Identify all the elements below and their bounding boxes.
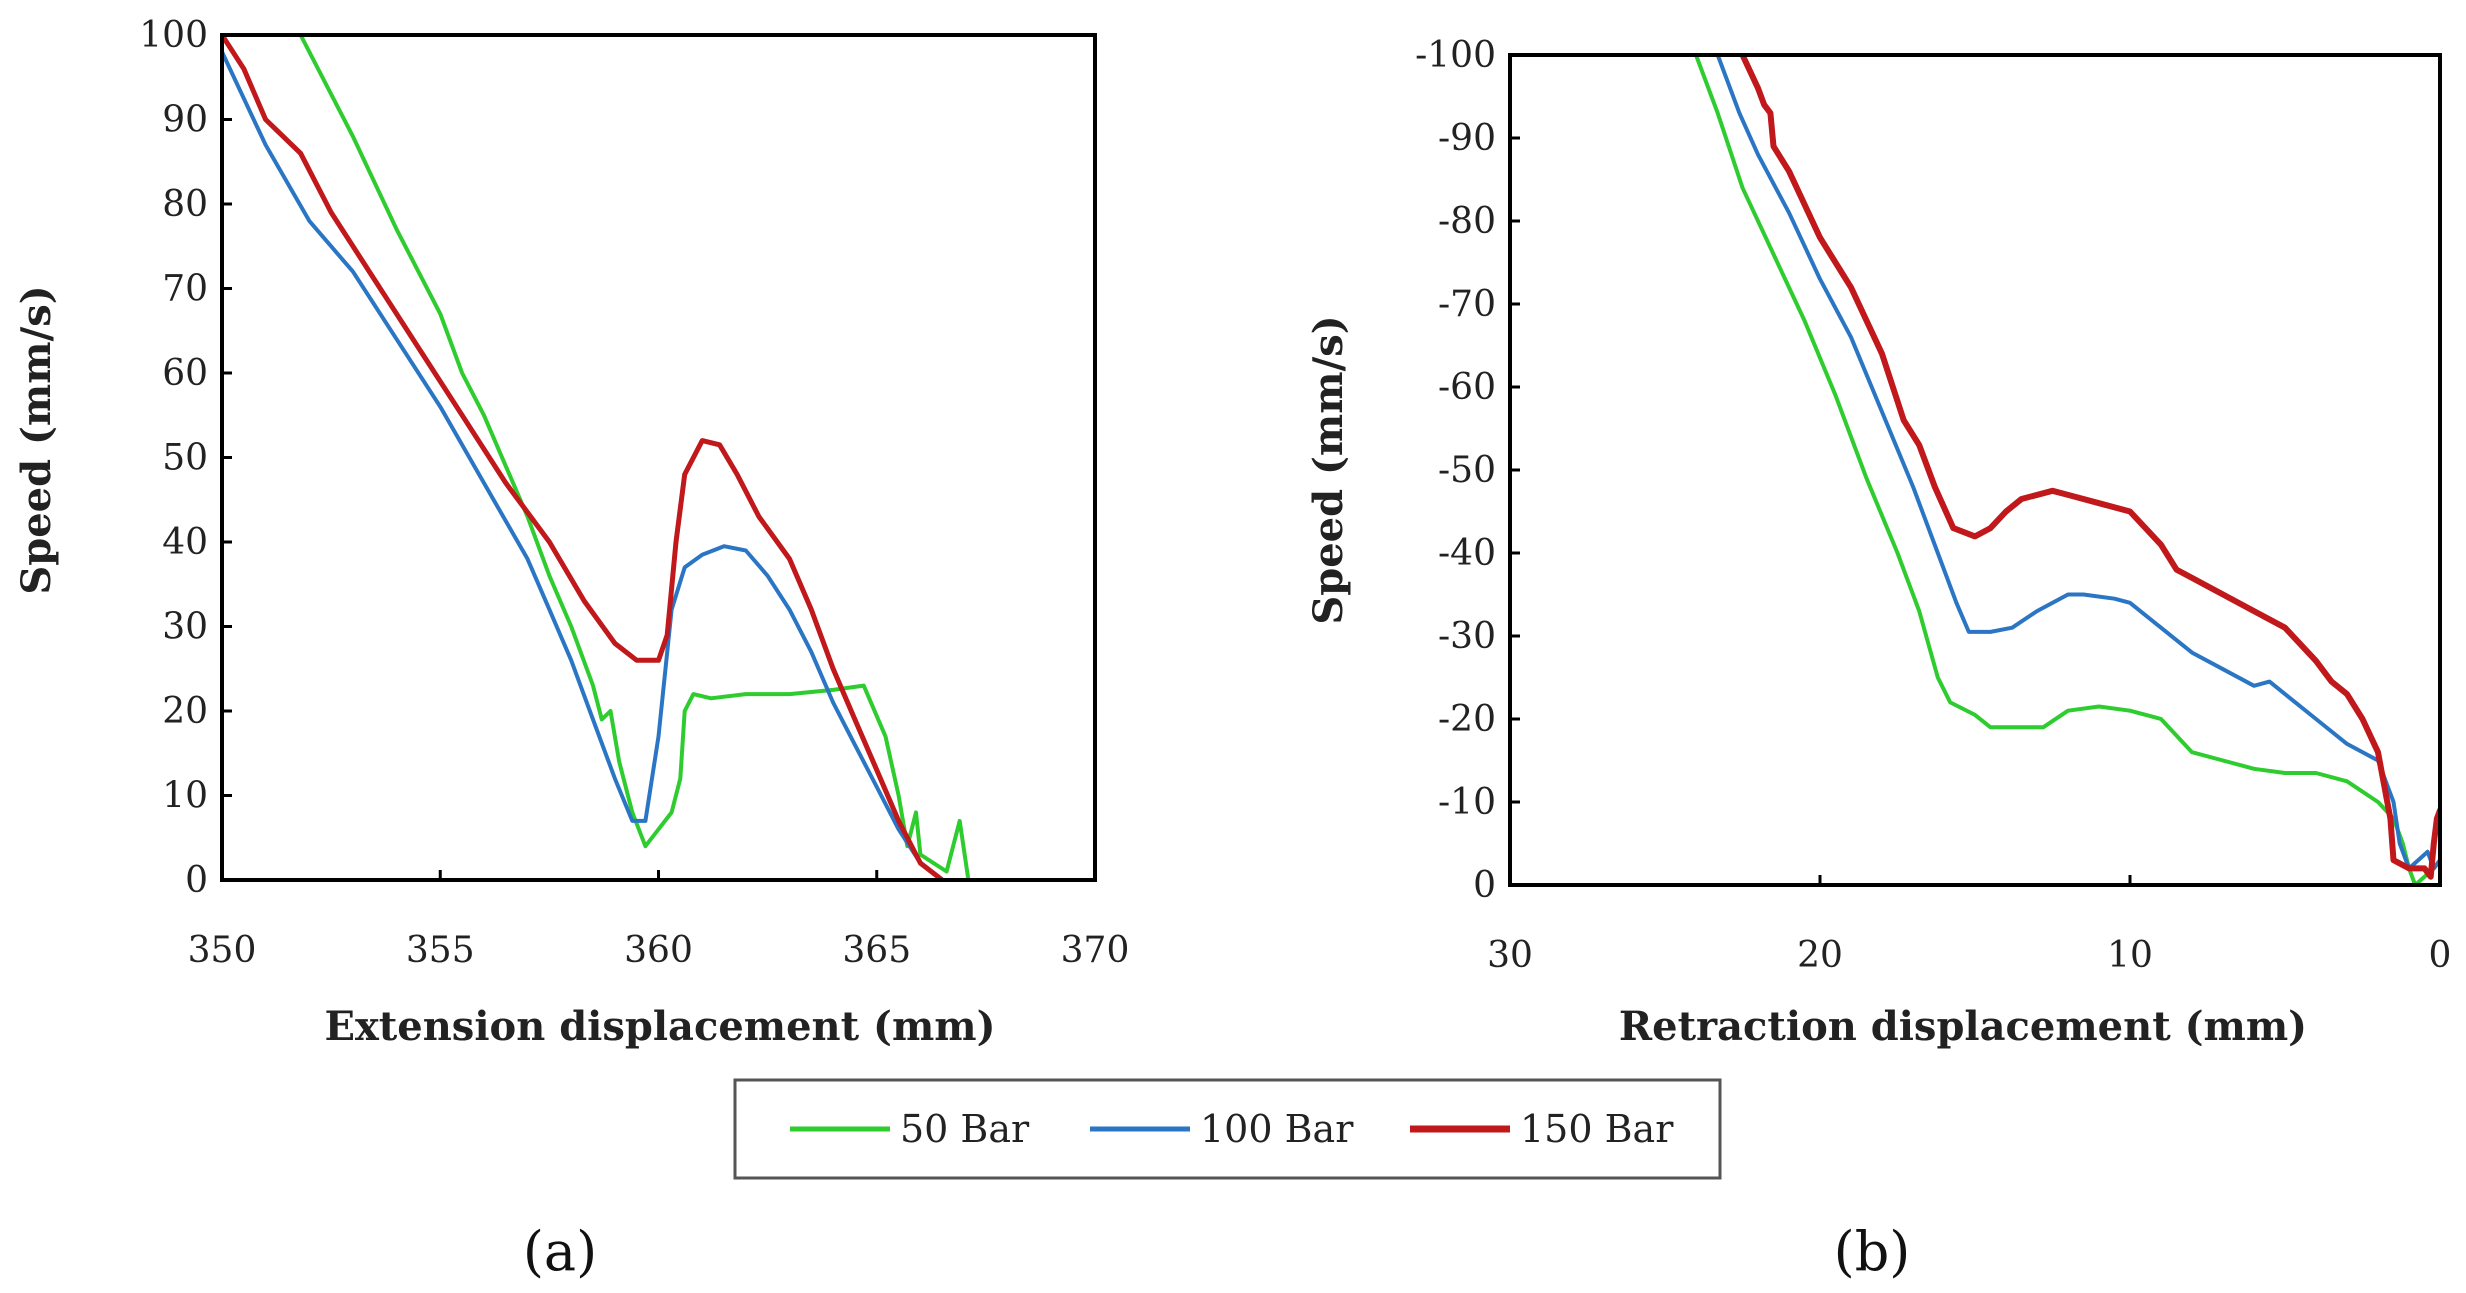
panel-a-ytick-label: 20 <box>162 691 208 732</box>
panel-b-ytick-label: -60 <box>1438 367 1496 408</box>
panel-b-ytick-label: -90 <box>1438 118 1496 159</box>
legend-item-50-bar: 50 Bar <box>790 1107 1030 1151</box>
panel-a-xtick-label: 350 <box>188 930 257 971</box>
legend-box <box>733 1078 1722 1180</box>
legend-label-150-bar: 150 Bar <box>1520 1107 1674 1151</box>
panel-b-ytick-label: -70 <box>1438 284 1496 325</box>
panel-a-ytick-label: 0 <box>185 860 208 901</box>
legend-item-100-bar: 100 Bar <box>1090 1107 1354 1151</box>
panel-a-xtick-label: 360 <box>624 930 693 971</box>
panel-b-caption: (b) <box>1834 1220 1911 1283</box>
panel-b-ytick-label: 0 <box>1473 865 1496 906</box>
panel-b-ytick-label: -20 <box>1438 699 1496 740</box>
panel-b-xtick-label: 10 <box>2107 935 2153 976</box>
panel-a-xlabel: Extension displacement (mm) <box>324 1003 995 1050</box>
panel-b-ytick-label: -50 <box>1438 450 1496 491</box>
panel-b-series-100-bar <box>1715 55 2440 871</box>
panel-b-ytick-label: -30 <box>1438 616 1496 657</box>
panel-a-xtick-label: 365 <box>842 930 911 971</box>
panel-b-ytick-label: -100 <box>1415 35 1496 76</box>
panel-a-chart: Speed (mm/s) Extension displacement (mm)… <box>13 15 1129 1283</box>
panel-a-series-100-bar <box>222 49 945 880</box>
panel-a-ytick-label: 70 <box>162 269 208 310</box>
panel-a-caption: (a) <box>523 1220 597 1283</box>
panel-b-xtick-label: 0 <box>2429 935 2452 976</box>
panel-a-ytick-label: 10 <box>162 776 208 817</box>
panel-a-plot-area: 0 10 20 30 40 50 60 70 80 90 100 350 355 360 365 370 <box>139 15 1129 971</box>
panel-a-ytick-label: 40 <box>162 522 208 563</box>
panel-b-xtick-label: 20 <box>1797 935 1843 976</box>
panel-b-series-group <box>1694 55 2440 885</box>
legend: 50 Bar 100 Bar 150 Bar <box>733 1078 1722 1180</box>
panel-b-ytick-label: -40 <box>1438 533 1496 574</box>
panel-b-frame <box>1508 53 2442 887</box>
panel-a-xtick-label: 370 <box>1061 930 1130 971</box>
panel-a-ytick-label: 50 <box>162 438 208 479</box>
panel-a-ytick-label: 100 <box>139 15 208 56</box>
legend-label-50-bar: 50 Bar <box>900 1107 1030 1151</box>
legend-label-100-bar: 100 Bar <box>1200 1107 1354 1151</box>
panel-a-frame <box>220 33 1097 882</box>
panel-b-chart: Speed (mm/s) Retraction displacement (mm… <box>1305 35 2451 1283</box>
panel-a-ytick-label: 60 <box>162 353 208 394</box>
panel-b-plot-area: 0 -10 -20 -30 -40 -50 -60 -70 -80 -90 -100 30 20 10 0 <box>1415 35 2451 976</box>
panel-a-ytick-label: 30 <box>162 607 208 648</box>
panel-a-ytick-label: 90 <box>162 100 208 141</box>
panel-b-ylabel: Speed (mm/s) <box>1305 315 1352 624</box>
panel-b-series-150-bar <box>1739 55 2440 880</box>
panel-a-series-group <box>222 35 971 880</box>
panel-b-xlabel: Retraction displacement (mm) <box>1619 1003 2307 1050</box>
panel-b-series-50-bar <box>1694 55 2440 885</box>
panel-b-xtick-label: 30 <box>1487 935 1533 976</box>
panel-a-xtick-label: 355 <box>406 930 475 971</box>
panel-a-ylabel: Speed (mm/s) <box>13 285 60 594</box>
panel-b-ytick-label: -10 <box>1438 782 1496 823</box>
panel-a-series-150-bar <box>222 35 945 880</box>
panel-b-ytick-label: -80 <box>1438 201 1496 242</box>
panel-a-ytick-label: 80 <box>162 184 208 225</box>
legend-item-150-bar: 150 Bar <box>1410 1107 1674 1151</box>
panel-a-series-50-bar <box>298 35 971 880</box>
